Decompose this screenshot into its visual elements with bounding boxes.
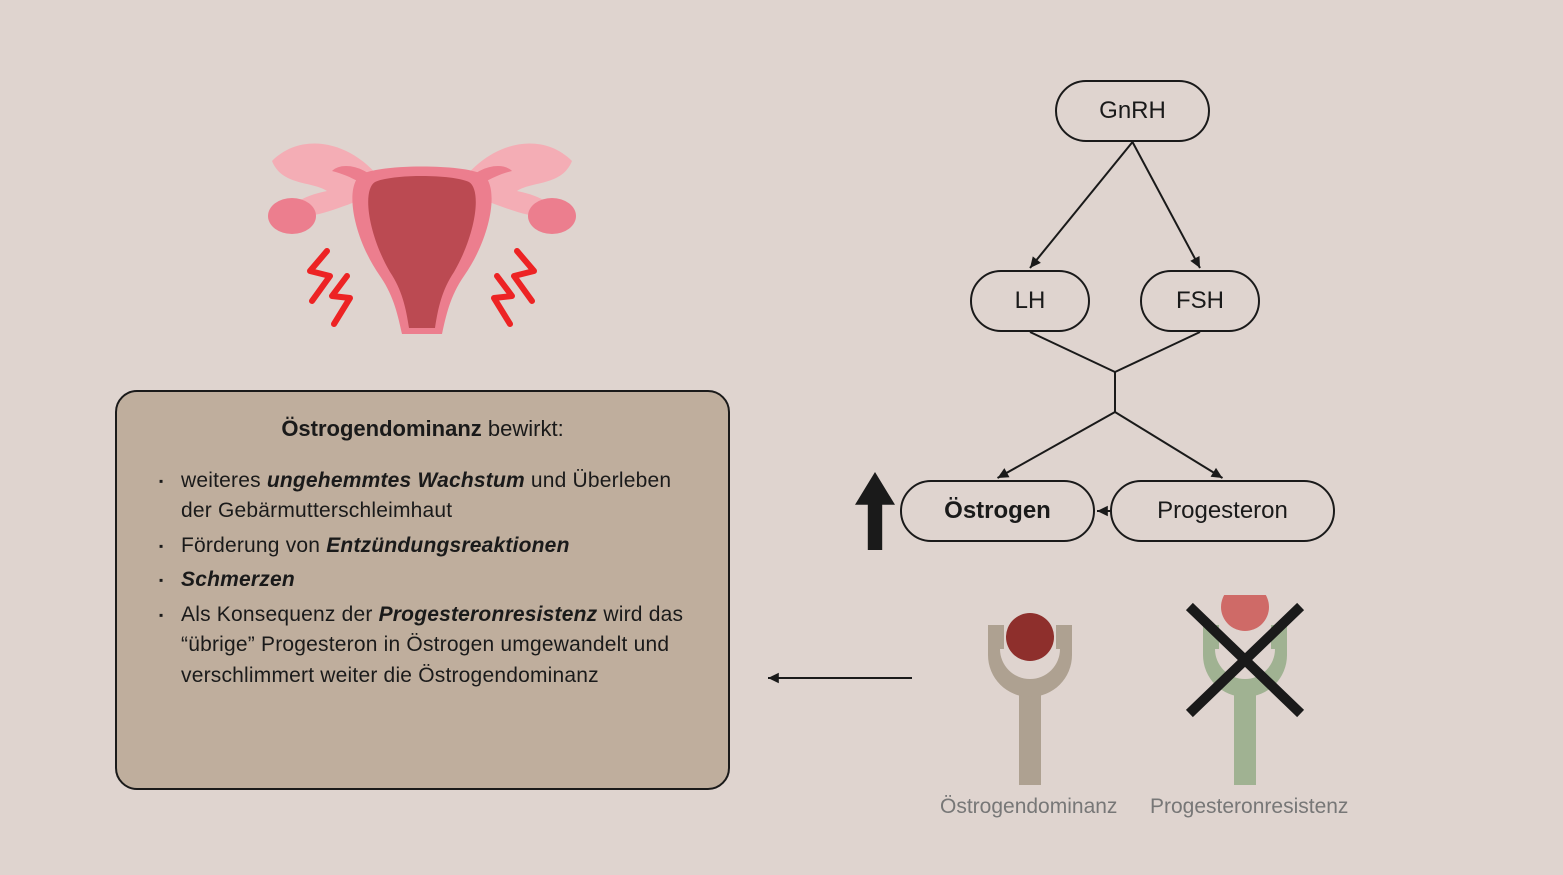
left-arrow-svg (0, 0, 1563, 875)
